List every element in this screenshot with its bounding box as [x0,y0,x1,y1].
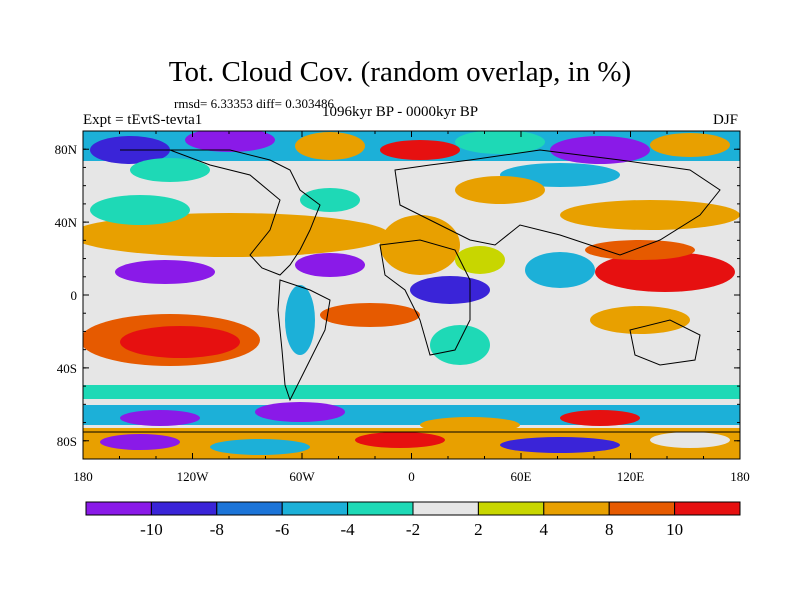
colorbar-label: -4 [341,520,356,539]
lon-tick-label: 60E [511,469,532,484]
experiment-label: Expt = tEvtS-tevta1 [83,112,203,128]
colorbar-swatch [674,501,741,516]
colorbar-swatch [150,501,218,516]
colorbar-label: -2 [406,520,420,539]
lat-tick-label: 80N [55,142,78,157]
colorbar-label: 8 [605,520,614,539]
coastlines [83,149,740,433]
colorbar-label: 2 [474,520,483,539]
season-label: DJF [712,112,738,128]
colorbar-swatch [608,501,676,516]
colorbar-swatch [477,501,545,516]
period-label: 1096kyr BP - 0000kyr BP [322,104,479,120]
colorbar-swatch [216,501,283,516]
lon-tick-label: 120W [177,469,210,484]
lat-tick-label: 40S [57,361,77,376]
colorbar-swatch [412,501,479,516]
lat-tick-label: 0 [71,288,78,303]
colorbar-swatch [543,501,610,516]
lon-tick-label: 120E [617,469,645,484]
colorbar-label: 10 [666,520,683,539]
map-title: Tot. Cloud Cov. (random overlap, in %) [168,56,632,88]
lon-tick-label: 0 [408,469,415,484]
colorbar-swatch [347,501,414,516]
lon-tick-label: 180 [73,469,93,484]
lon-tick-label: 180 [730,469,750,484]
colorbar-swatch [281,501,349,516]
cloud-anomaly-field [83,131,740,459]
rmsd-diff-stats: rmsd= 6.33353 diff= 0.303486 [174,96,334,111]
colorbar-swatch [85,501,152,516]
colorbar-label: 4 [540,520,549,539]
lon-tick-label: 60W [289,469,315,484]
colorbar-label: -6 [275,520,289,539]
lat-tick-label: 80S [57,434,77,449]
colorbar-label: -10 [140,520,163,539]
lat-tick-label: 40N [55,215,78,230]
colorbar-label: -8 [210,520,224,539]
